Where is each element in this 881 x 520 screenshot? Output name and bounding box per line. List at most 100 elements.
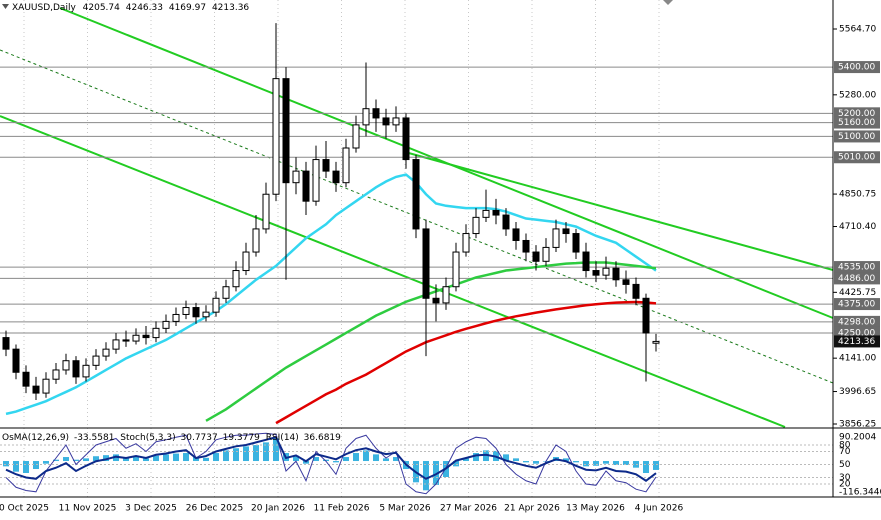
- rsi-label: RSI(14): [266, 433, 299, 443]
- candle-body: [42, 378, 50, 394]
- osma-bar: [313, 457, 319, 462]
- level-box: [834, 116, 880, 129]
- candle-body: [342, 147, 350, 184]
- osma-bar: [343, 457, 349, 462]
- candle-body: [62, 360, 70, 371]
- level-box: [834, 151, 880, 164]
- candle-body: [312, 159, 320, 202]
- candle-body: [442, 286, 450, 304]
- candle-body: [412, 159, 420, 230]
- candle-body: [182, 307, 190, 315]
- osma-bar: [453, 461, 459, 467]
- candle-body: [402, 117, 410, 161]
- low: 4169.97: [169, 3, 206, 13]
- osma-bar: [153, 455, 159, 462]
- osma-bar: [513, 458, 519, 462]
- osma-bar: [223, 450, 229, 462]
- candle-body: [432, 297, 440, 304]
- osma-bar: [363, 450, 369, 462]
- x-tick-label: 11 Nov 2025: [59, 504, 117, 514]
- osma-last: -33.5581: [74, 433, 114, 443]
- osma-bar: [653, 461, 659, 470]
- osma-bar: [253, 445, 259, 462]
- osma-bar: [3, 461, 9, 467]
- moving-average: [275, 300, 657, 425]
- osma-bar: [383, 458, 389, 462]
- level-box: [834, 315, 880, 328]
- candle-body: [572, 233, 580, 253]
- high: 4246.33: [126, 3, 163, 13]
- indicator-header: OsMA(12,26,9) -33.5581 Stoch(5,3,3) 30.7…: [2, 433, 341, 443]
- menu-icon[interactable]: [2, 4, 9, 9]
- y-tick-label: 5564.70: [839, 24, 876, 34]
- y-tick-label: 4425.75: [839, 288, 876, 298]
- x-tick-label: 0 Oct 2025: [0, 504, 49, 514]
- osma-bar: [43, 461, 49, 464]
- candle-body: [292, 170, 300, 184]
- stoch-signal: 19.3779: [223, 433, 260, 443]
- level-label: 4535.00: [838, 263, 875, 273]
- osma-bar: [83, 458, 89, 462]
- stoch-last: 30.7737: [181, 433, 218, 443]
- osma-bar: [23, 461, 29, 474]
- candle-body: [142, 334, 150, 339]
- candle-body: [612, 267, 620, 281]
- current-price-label: 4213.36: [838, 337, 875, 347]
- osma-bar: [233, 448, 239, 462]
- candle-body: [472, 216, 480, 235]
- osma-bar: [33, 461, 39, 470]
- osma-bar: [523, 461, 529, 463]
- candle-body: [272, 78, 280, 195]
- level-label: 4250.00: [838, 328, 875, 338]
- x-tick-label: 11 Feb 2026: [313, 504, 369, 514]
- x-tick-label: 3 Dec 2025: [125, 504, 177, 514]
- candle-body: [122, 339, 130, 342]
- level-box: [834, 261, 880, 274]
- candle-body: [242, 251, 250, 272]
- candle-body: [152, 327, 160, 339]
- scroll-icon[interactable]: [663, 0, 673, 5]
- candle-body: [422, 228, 430, 299]
- y2-tick-label: 30: [839, 473, 851, 483]
- candle-body: [322, 159, 330, 172]
- candle-body: [492, 209, 500, 216]
- trend-line: [0, 115, 786, 428]
- osma-bar: [583, 461, 589, 467]
- candle-body: [502, 214, 510, 230]
- osma-bar: [473, 453, 479, 462]
- osma-limit-label: -116.3446: [839, 488, 881, 498]
- osma-bar: [193, 457, 199, 462]
- osma-bar: [103, 455, 109, 462]
- symbol: XAUUSD,Daily: [12, 3, 76, 13]
- candle-body: [192, 307, 200, 318]
- osma-bar: [573, 461, 579, 463]
- candle-body: [382, 117, 390, 126]
- x-tick-label: 20 Jan 2026: [251, 504, 305, 514]
- candle-body: [132, 334, 140, 342]
- osma-bar: [353, 453, 359, 462]
- osma-bar: [143, 458, 149, 462]
- candle-body: [82, 364, 90, 378]
- candle-body: [252, 228, 260, 253]
- osma-bar: [393, 457, 399, 462]
- candle-body: [632, 283, 640, 299]
- osma-bar: [613, 461, 619, 466]
- candle-body: [482, 209, 490, 218]
- x-tick-label: 21 Apr 2026: [504, 504, 560, 514]
- chart-header: XAUUSD,Daily 4205.74 4246.33 4169.97 421…: [12, 3, 249, 13]
- candle-body: [212, 297, 220, 313]
- x-tick-label: 4 Jun 2026: [635, 504, 684, 514]
- y-tick-label: 3996.65: [839, 387, 876, 397]
- level-label: 5200.00: [838, 109, 875, 119]
- candle-body: [32, 385, 40, 394]
- level-label: 4298.00: [838, 317, 875, 327]
- x-tick-label: 13 May 2026: [566, 504, 625, 514]
- osma-bar: [93, 456, 99, 462]
- osma-bar: [323, 459, 329, 462]
- candle-body: [512, 228, 520, 241]
- osma-limit-label: 90.2004: [839, 433, 876, 443]
- osma-bar: [643, 461, 649, 474]
- osma-bar: [173, 453, 179, 462]
- osma-bar: [13, 461, 19, 472]
